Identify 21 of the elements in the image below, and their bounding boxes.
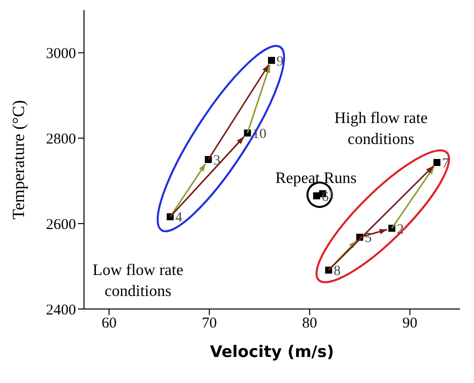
x-tick-label: 90 xyxy=(402,316,418,332)
x-tick-label: 60 xyxy=(102,316,117,332)
annotation: 4 xyxy=(175,210,182,226)
x-tick-label: 70 xyxy=(202,316,217,332)
annotation: 8 xyxy=(334,264,341,280)
annotation: 10 xyxy=(252,127,266,142)
point xyxy=(268,56,275,64)
y-tick-label: 2800 xyxy=(46,131,76,148)
annotation: 5 xyxy=(364,231,372,246)
x-tick-label: 80 xyxy=(302,316,318,332)
y-tick-label: 3000 xyxy=(46,46,76,62)
annotation: High flow rate conditions xyxy=(333,109,429,150)
x-axis-title: Velocity (m/s) xyxy=(210,342,334,361)
annotation: Repeat Runs xyxy=(274,169,358,189)
annotation: 9 xyxy=(276,54,284,70)
y-tick-label: 2600 xyxy=(46,216,76,233)
annotation: 3 xyxy=(213,154,220,168)
y-tick-label: 2400 xyxy=(46,302,76,318)
annotation: Low flow rate conditions xyxy=(92,261,184,302)
y-axis-title: Temperature (°C) xyxy=(9,100,28,220)
point xyxy=(433,158,440,166)
